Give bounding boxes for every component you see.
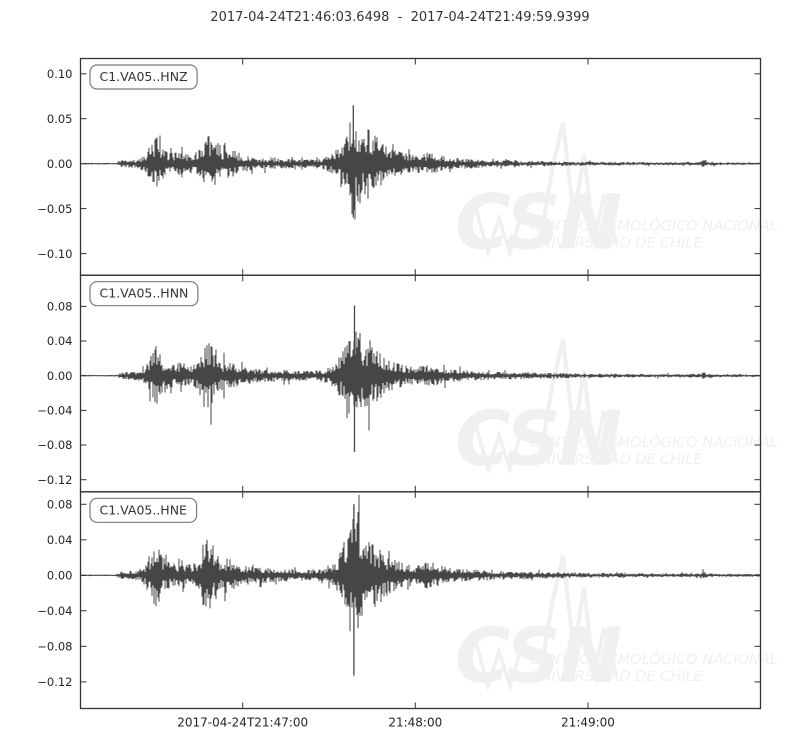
y-tick-label: 0.00 bbox=[47, 569, 73, 583]
panel-label-box bbox=[89, 64, 198, 90]
x-tick-label: 2017-04-24T21:47:00 bbox=[177, 716, 308, 730]
csn-logo-text: CSN bbox=[455, 394, 622, 483]
watermark-line2: UNIVERSIDAD DE CHILE bbox=[530, 669, 704, 685]
csn-logo-text: CSN bbox=[455, 611, 622, 700]
panel-label: C1.VA05..HNZ bbox=[100, 69, 188, 84]
y-tick-label: −0.12 bbox=[37, 473, 72, 487]
waveform-trace bbox=[81, 122, 760, 220]
watermark-line2: UNIVERSIDAD DE CHILE bbox=[530, 236, 704, 252]
y-tick-label: 0.00 bbox=[47, 157, 73, 171]
watermark-line1: CENTRO SISMOLÓGICO NACIONAL bbox=[530, 650, 778, 668]
panel-label: C1.VA05..HNE bbox=[100, 502, 188, 517]
y-tick-label: 0.08 bbox=[47, 300, 73, 314]
panel-label-box bbox=[89, 281, 199, 307]
figure-title: 2017-04-24T21:46:03.6498 - 2017-04-24T21… bbox=[210, 10, 590, 25]
csn-small-zigzag-icon bbox=[474, 205, 526, 259]
y-tick-label: 0.04 bbox=[47, 334, 73, 348]
y-tick-label: −0.12 bbox=[37, 675, 72, 689]
watermark-line2: UNIVERSIDAD DE CHILE bbox=[530, 452, 704, 468]
watermark-line1: CENTRO SISMOLÓGICO NACIONAL bbox=[530, 217, 778, 235]
y-tick-label: −0.10 bbox=[37, 247, 72, 261]
y-tick-label: 0.10 bbox=[47, 67, 73, 81]
panel-frame bbox=[79, 491, 762, 710]
csn-waveform-zigzag-icon bbox=[538, 338, 618, 460]
csn-logo-text: CSN bbox=[455, 178, 622, 267]
y-tick-label: −0.08 bbox=[37, 640, 72, 654]
csn-waveform-zigzag-icon bbox=[538, 122, 618, 243]
x-tick-label: 21:48:00 bbox=[388, 716, 442, 730]
csn-waveform-zigzag-icon bbox=[538, 555, 618, 677]
csn-small-zigzag-icon bbox=[474, 639, 526, 692]
panel-label-box bbox=[89, 497, 198, 523]
waveform-trace bbox=[81, 331, 760, 431]
csn-small-zigzag-icon bbox=[474, 422, 526, 476]
y-tick-label: 0.05 bbox=[47, 112, 73, 126]
y-tick-label: −0.08 bbox=[37, 438, 72, 452]
panel-label: C1.VA05..HNN bbox=[100, 286, 189, 301]
y-tick-label: 0.04 bbox=[47, 533, 73, 547]
watermark-line1: CENTRO SISMOLÓGICO NACIONAL bbox=[530, 433, 778, 451]
y-tick-label: −0.04 bbox=[37, 404, 72, 418]
y-tick-label: −0.05 bbox=[37, 202, 72, 216]
y-tick-label: 0.08 bbox=[47, 498, 73, 512]
y-tick-label: 0.00 bbox=[47, 369, 73, 383]
x-tick-label: 21:49:00 bbox=[561, 716, 615, 730]
y-tick-label: −0.04 bbox=[37, 604, 72, 618]
